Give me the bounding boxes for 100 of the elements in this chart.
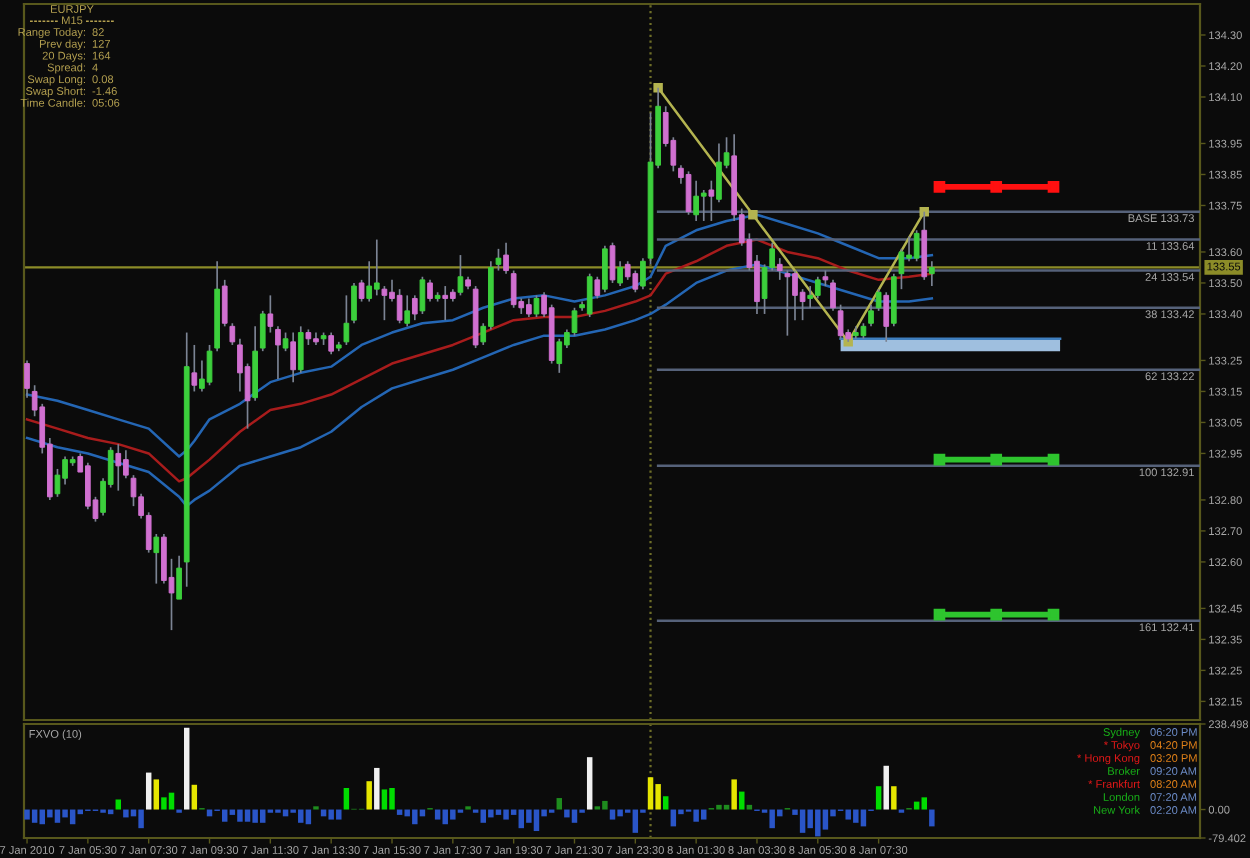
candlestick xyxy=(890,272,897,328)
bar xyxy=(244,809,251,822)
candlestick xyxy=(290,331,297,383)
bar xyxy=(716,804,722,810)
bar xyxy=(883,765,889,810)
point xyxy=(1047,181,1060,193)
candlestick xyxy=(609,241,616,284)
candlestick xyxy=(830,279,836,312)
bar xyxy=(404,809,410,817)
candlestick xyxy=(533,294,540,318)
candlestick xyxy=(351,282,357,325)
bar xyxy=(701,809,707,820)
candlestick xyxy=(526,297,532,318)
candlestick xyxy=(457,254,464,297)
bar xyxy=(389,788,395,810)
bar xyxy=(632,809,639,833)
candlestick xyxy=(419,275,426,315)
bar xyxy=(815,809,821,837)
point xyxy=(933,181,946,193)
bar xyxy=(412,809,418,825)
bar xyxy=(298,809,304,823)
candlestick xyxy=(404,294,411,328)
bar xyxy=(161,797,167,810)
bar xyxy=(723,804,730,810)
point xyxy=(1047,453,1060,466)
line-series xyxy=(25,238,934,483)
bar xyxy=(328,809,334,820)
bar xyxy=(822,809,829,830)
bar xyxy=(221,809,228,822)
bar xyxy=(237,809,243,822)
point xyxy=(1047,608,1060,621)
bar xyxy=(693,809,699,822)
line-series xyxy=(25,263,934,508)
bar xyxy=(807,809,813,829)
bar xyxy=(191,784,198,810)
candlestick xyxy=(594,275,601,300)
candlestick xyxy=(898,248,905,290)
candlestick xyxy=(176,554,182,600)
bar xyxy=(343,788,350,810)
bar xyxy=(647,777,654,810)
bar xyxy=(609,809,616,820)
candlestick xyxy=(252,325,258,402)
candlestick xyxy=(883,291,890,343)
candlestick xyxy=(297,325,304,374)
candlestick xyxy=(632,269,639,294)
candlestick xyxy=(814,275,821,300)
bar xyxy=(62,809,68,818)
bar xyxy=(442,809,448,825)
point xyxy=(990,181,1003,193)
bar xyxy=(336,809,342,820)
candlestick xyxy=(85,461,91,511)
bar xyxy=(602,800,608,810)
bar xyxy=(503,809,509,820)
candlestick xyxy=(837,303,844,340)
bar xyxy=(655,784,661,810)
bar xyxy=(488,809,494,818)
candlestick xyxy=(442,285,449,321)
candlestick xyxy=(708,179,715,222)
candlestick xyxy=(328,331,335,356)
point xyxy=(990,608,1003,621)
candlestick xyxy=(115,443,122,492)
candlestick xyxy=(237,337,243,393)
candlestick xyxy=(685,170,692,216)
candlestick xyxy=(868,303,874,328)
bar xyxy=(153,779,160,810)
candlestick xyxy=(229,322,236,346)
bar xyxy=(921,797,927,810)
bar xyxy=(115,799,122,810)
bar xyxy=(853,809,859,823)
candlestick xyxy=(510,269,517,309)
bar xyxy=(617,809,623,817)
candlestick xyxy=(199,359,205,393)
bar xyxy=(434,809,441,820)
candlestick xyxy=(221,279,228,328)
bar xyxy=(564,809,570,818)
candlestick xyxy=(503,241,509,275)
bar xyxy=(769,809,775,829)
candlestick xyxy=(373,238,380,297)
candlestick xyxy=(929,260,935,287)
bar xyxy=(556,798,563,810)
bar xyxy=(123,809,129,818)
candlestick xyxy=(259,310,266,352)
bar xyxy=(662,796,669,810)
candlestick xyxy=(640,257,646,290)
candlestick xyxy=(62,455,68,486)
candlestick xyxy=(617,260,623,287)
candlestick xyxy=(427,279,433,303)
bar xyxy=(450,809,456,820)
candlestick xyxy=(693,179,699,222)
bar xyxy=(138,809,144,829)
bar xyxy=(739,791,745,810)
bar xyxy=(252,809,258,823)
candlestick xyxy=(396,288,403,325)
bar xyxy=(168,792,175,810)
candlestick xyxy=(700,189,707,222)
candlestick xyxy=(586,272,593,318)
candlestick xyxy=(206,344,213,387)
candlestick xyxy=(366,260,373,303)
point xyxy=(933,608,946,621)
candlestick xyxy=(602,244,608,294)
